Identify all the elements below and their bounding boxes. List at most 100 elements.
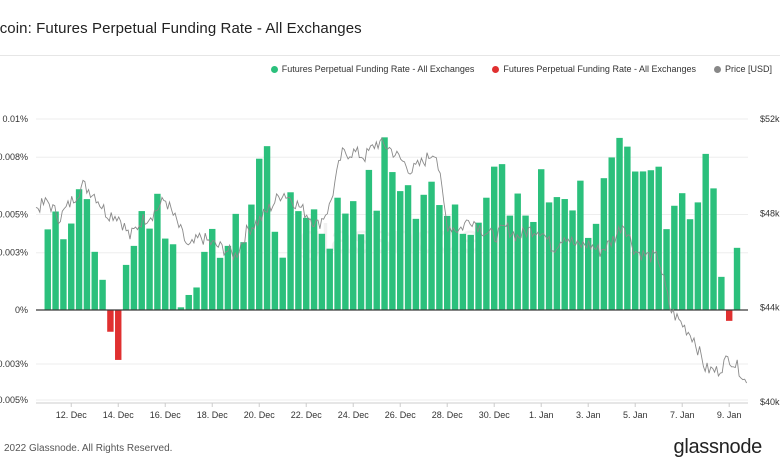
legend-item-negative-funding[interactable]: Futures Perpetual Funding Rate - All Exc… — [492, 64, 696, 74]
funding-bar-positive — [459, 233, 467, 310]
funding-bar-positive — [83, 199, 91, 310]
funding-bar-positive — [99, 279, 106, 310]
funding-bar-positive — [365, 169, 373, 310]
funding-bar-negative — [115, 310, 122, 360]
left-axis-tick-label: 0.008% — [0, 152, 28, 162]
x-axis-tick-label: 24. Dec — [338, 410, 370, 420]
funding-bar-positive — [389, 172, 396, 310]
funding-bar-positive — [303, 217, 310, 310]
funding-bar-positive — [263, 146, 271, 310]
funding-bar-positive — [177, 307, 185, 310]
funding-bar-positive — [498, 164, 506, 310]
left-axis-tick-label: 0.01% — [2, 114, 28, 124]
funding-bar-positive — [154, 193, 161, 310]
funding-bar-positive — [428, 181, 435, 310]
red-dot-icon — [492, 65, 500, 73]
funding-bar-positive — [561, 199, 568, 310]
x-axis-tick-label: 22. Dec — [291, 410, 323, 420]
funding-bar-positive — [60, 239, 67, 310]
funding-bar-positive — [632, 171, 639, 310]
funding-bar-positive — [232, 213, 239, 310]
funding-bar-positive — [678, 193, 686, 310]
funding-bar-positive — [334, 197, 341, 310]
funding-bar-positive — [608, 157, 615, 310]
x-axis-tick-label: 28. Dec — [432, 410, 464, 420]
legend-label: Futures Perpetual Funding Rate - All Exc… — [503, 64, 696, 74]
x-axis-tick-label: 9. Jan — [717, 410, 742, 420]
x-axis-tick-label: 20. Dec — [244, 410, 276, 420]
funding-bar-positive — [326, 248, 333, 310]
funding-bar-positive — [545, 202, 553, 310]
green-dot-icon — [270, 65, 278, 73]
x-axis-tick-label: 5. Jan — [623, 410, 648, 420]
x-axis-tick-label: 12. Dec — [56, 410, 88, 420]
funding-bar-positive — [710, 188, 717, 310]
left-axis-tick-label: 0% — [15, 305, 28, 315]
funding-bar-positive — [483, 197, 490, 310]
funding-bar-positive — [122, 264, 130, 310]
x-axis-tick-label: 18. Dec — [197, 410, 229, 420]
x-axis-tick-label: 30. Dec — [479, 410, 511, 420]
funding-bar-positive — [310, 209, 318, 310]
funding-bar-positive — [639, 171, 647, 310]
funding-bar-positive — [451, 204, 459, 310]
funding-bar-positive — [718, 276, 725, 310]
funding-bar-positive — [530, 221, 537, 310]
funding-bar-positive — [91, 251, 98, 310]
funding-bar-positive — [342, 213, 349, 310]
funding-bar-positive — [350, 201, 357, 310]
legend-label: Price [USD] — [724, 64, 772, 74]
x-axis-tick-label: 1. Jan — [529, 410, 554, 420]
funding-bar-positive — [68, 223, 75, 310]
brand-logo: glassnode — [673, 436, 763, 458]
funding-bar-positive — [193, 287, 200, 310]
funding-bar-positive — [52, 211, 59, 310]
left-axis-tick-label: -0.003% — [0, 359, 28, 369]
page-title: itcoin: Futures Perpetual Funding Rate -… — [0, 20, 362, 37]
funding-bar-positive — [663, 229, 670, 310]
funding-bar-positive — [420, 194, 427, 310]
funding-bar-positive — [381, 137, 388, 310]
funding-bar-positive — [702, 153, 709, 310]
price-line — [35, 137, 748, 384]
funding-bar-positive — [686, 219, 694, 310]
funding-bar-positive — [357, 234, 365, 310]
funding-bar-positive — [146, 228, 153, 310]
x-axis-tick-label: 3. Jan — [576, 410, 601, 420]
funding-bar-positive — [216, 257, 224, 310]
x-axis-tick-label: 7. Jan — [670, 410, 695, 420]
x-axis-tick-label: 26. Dec — [385, 410, 417, 420]
funding-bar-positive — [600, 178, 608, 310]
funding-bar-positive — [169, 244, 177, 310]
legend: Futures Perpetual Funding Rate - All Exc… — [270, 64, 772, 74]
funding-bar-positive — [271, 231, 279, 310]
header-divider — [0, 55, 780, 56]
legend-item-positive-funding[interactable]: Futures Perpetual Funding Rate - All Exc… — [270, 64, 475, 74]
funding-bar-positive — [467, 234, 474, 310]
left-axis-tick-label: 0.003% — [0, 248, 28, 258]
funding-bar-positive — [444, 215, 451, 310]
funding-bar-positive — [694, 202, 702, 310]
funding-bar-positive — [624, 146, 631, 310]
left-axis-tick-label: 0.005% — [0, 210, 28, 220]
legend-item-price[interactable]: Price [USD] — [713, 64, 772, 74]
funding-bar-positive — [162, 238, 169, 310]
funding-bar-positive — [655, 166, 662, 310]
copyright: 2022 Glassnode. All Rights Reserved. — [4, 443, 173, 454]
funding-bar-positive — [209, 228, 216, 310]
funding-bar-positive — [248, 204, 255, 310]
legend-label: Futures Perpetual Funding Rate - All Exc… — [281, 64, 475, 74]
funding-bar-positive — [733, 247, 741, 310]
funding-bar-positive — [671, 205, 678, 310]
funding-bar-positive — [569, 210, 576, 310]
right-axis-tick-label: $52k — [760, 114, 780, 124]
right-axis-tick-label: $40k — [760, 397, 780, 407]
funding-bar-positive — [279, 257, 286, 310]
funding-bar-positive — [138, 211, 145, 310]
funding-bar-positive — [404, 185, 412, 310]
funding-bar-negative — [107, 310, 114, 332]
funding-bar-positive — [592, 223, 600, 310]
funding-bar-positive — [616, 137, 623, 310]
funding-bar-positive — [201, 251, 208, 310]
